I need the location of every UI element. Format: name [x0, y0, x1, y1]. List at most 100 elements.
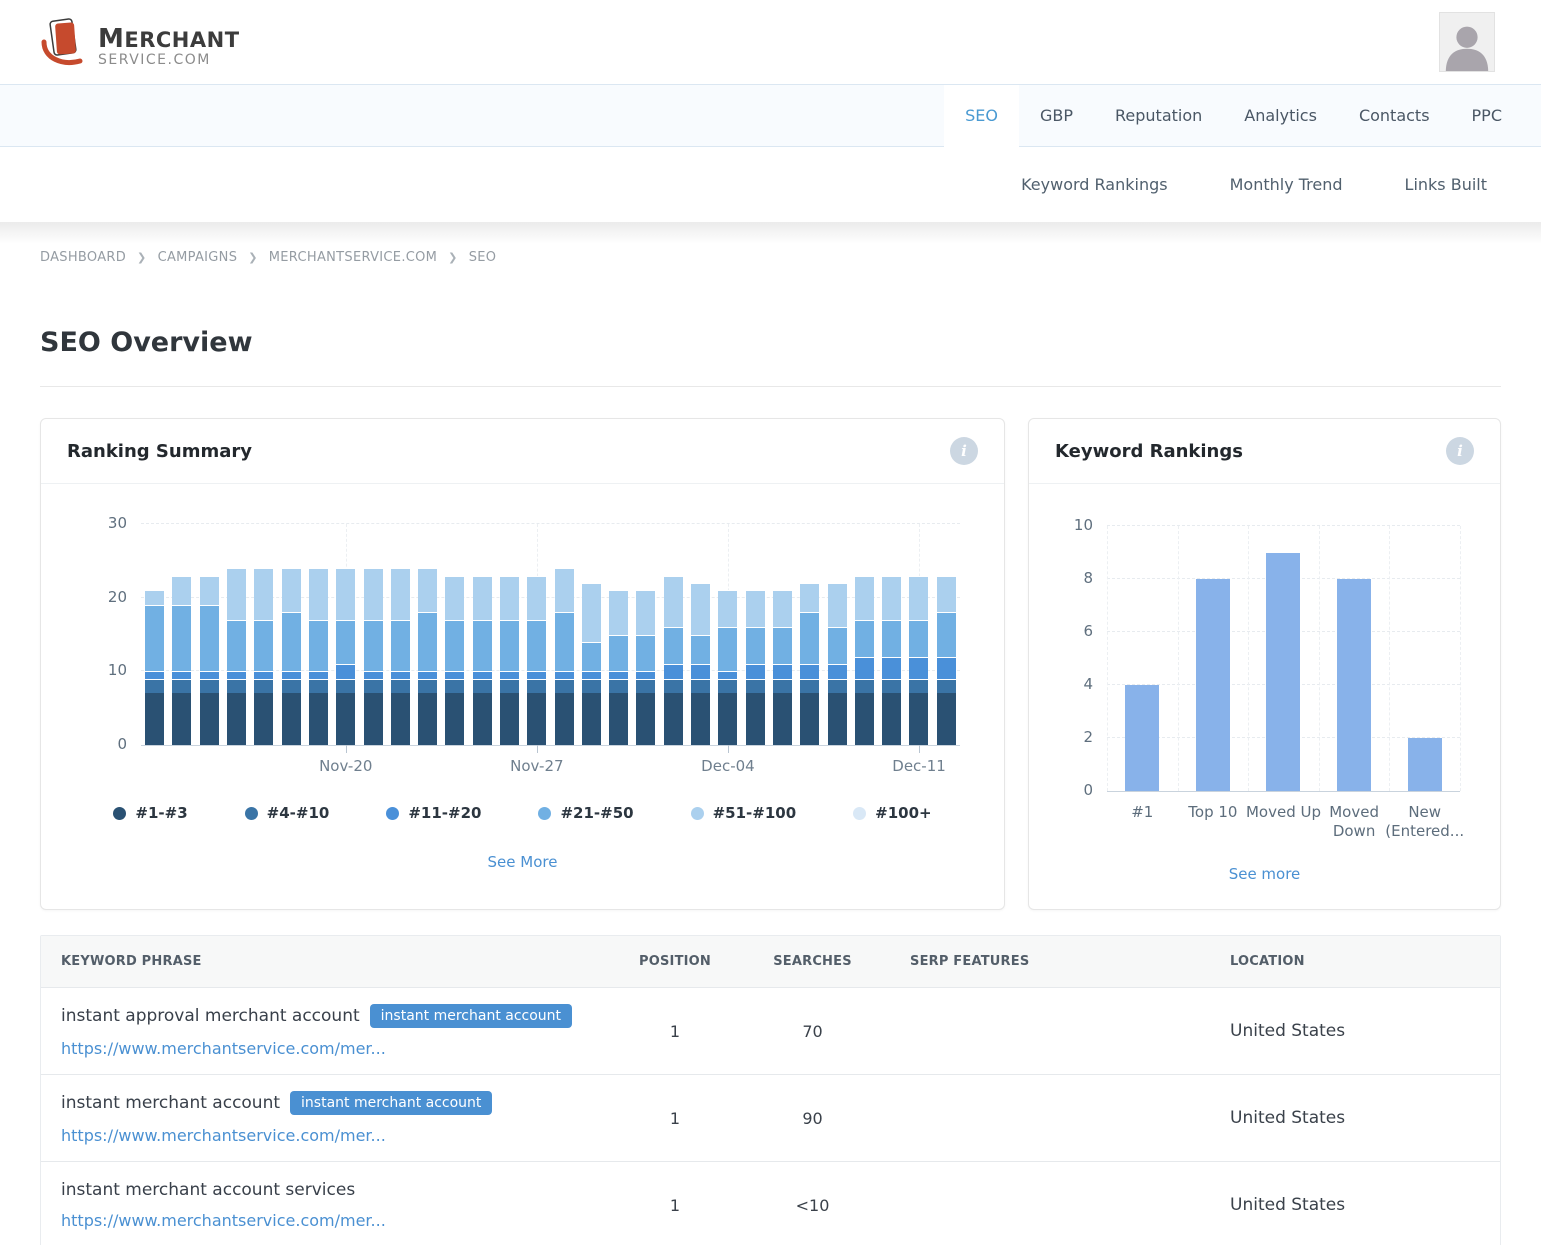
stacked-bar-dec-03[interactable]: [691, 524, 710, 745]
stacked-bar-nov-20[interactable]: [336, 524, 355, 745]
nav-tab-reputation[interactable]: Reputation: [1094, 85, 1223, 146]
ranking-summary-see-more-link[interactable]: See More: [488, 853, 558, 871]
breadcrumb-item-seo[interactable]: SEO: [469, 250, 497, 265]
bar-segment: [254, 620, 273, 672]
stacked-bar-nov-24[interactable]: [445, 524, 464, 745]
bar-segment: [773, 664, 792, 679]
keyword-badge: instant merchant account: [290, 1091, 492, 1115]
bar-segment: [664, 664, 683, 679]
stacked-bar-nov-15[interactable]: [200, 524, 219, 745]
legend-item-4-10[interactable]: #4-#10: [245, 804, 330, 822]
legend-item-51-100[interactable]: #51-#100: [691, 804, 797, 822]
breadcrumb-item-merchantservice-com[interactable]: MERCHANTSERVICE.COM: [269, 250, 437, 265]
bar-segment: [582, 642, 601, 671]
stacked-bar-dec-08[interactable]: [828, 524, 847, 745]
stacked-bar-dec-02[interactable]: [664, 524, 683, 745]
breadcrumb: DASHBOARD❯CAMPAIGNS❯MERCHANTSERVICE.COM❯…: [40, 244, 1501, 265]
stacked-bar-dec-07[interactable]: [800, 524, 819, 745]
bar-segment: [418, 612, 437, 671]
gridline: [1460, 526, 1461, 791]
bar-segment: [445, 693, 464, 745]
keyword-url-link[interactable]: https://www.merchantservice.com/mer...: [61, 1039, 595, 1058]
location-cell: United States: [1190, 1021, 1500, 1041]
bar-new-entered-[interactable]: [1408, 738, 1442, 791]
nav-tab-ppc[interactable]: PPC: [1451, 85, 1523, 146]
user-avatar[interactable]: [1439, 12, 1495, 72]
legend-item-11-20[interactable]: #11-#20: [386, 804, 481, 822]
bar-segment: [718, 693, 737, 745]
stacked-bar-nov-14[interactable]: [172, 524, 191, 745]
keyword-line: instant merchant accountinstant merchant…: [61, 1091, 595, 1115]
stacked-bar-dec-01[interactable]: [636, 524, 655, 745]
stacked-bar-nov-26[interactable]: [500, 524, 519, 745]
bar-segment: [364, 679, 383, 694]
stacked-bar-nov-19[interactable]: [309, 524, 328, 745]
bar-top-10[interactable]: [1196, 579, 1230, 791]
stacked-bar-nov-22[interactable]: [391, 524, 410, 745]
bar-segment: [227, 671, 246, 678]
info-icon[interactable]: i: [950, 437, 978, 465]
subnav-item-links-built[interactable]: Links Built: [1405, 175, 1487, 194]
location-cell: United States: [1190, 1108, 1500, 1128]
legend-dot-icon: [245, 807, 258, 820]
stacked-bar-nov-17[interactable]: [254, 524, 273, 745]
bar-segment: [282, 671, 301, 678]
keyword-url-link[interactable]: https://www.merchantservice.com/mer...: [61, 1126, 595, 1145]
legend-label: #51-#100: [713, 804, 797, 822]
bar-segment: [391, 568, 410, 620]
breadcrumb-separator-icon: ❯: [248, 251, 258, 264]
legend-item-100[interactable]: #100+: [853, 804, 931, 822]
stacked-bar-nov-29[interactable]: [582, 524, 601, 745]
stacked-bar-dec-09[interactable]: [855, 524, 874, 745]
bar-segment: [500, 576, 519, 620]
info-icon[interactable]: i: [1446, 437, 1474, 465]
bar-segment: [773, 627, 792, 664]
stacked-bar-nov-13[interactable]: [145, 524, 164, 745]
stacked-bar-nov-21[interactable]: [364, 524, 383, 745]
nav-tab-seo[interactable]: SEO: [944, 85, 1019, 148]
subnav-item-monthly-trend[interactable]: Monthly Trend: [1230, 175, 1343, 194]
keyword-rankings-see-more-link[interactable]: See more: [1229, 865, 1301, 883]
ranking-summary-legend: #1-#3 #4-#10 #11-#20 #21-#50 #51-#100 #100+: [41, 804, 1004, 822]
stacked-bar-nov-27[interactable]: [527, 524, 546, 745]
stacked-bar-dec-04[interactable]: [718, 524, 737, 745]
stacked-bar-nov-28[interactable]: [555, 524, 574, 745]
position-cell: 1: [615, 1196, 735, 1215]
nav-tab-analytics[interactable]: Analytics: [1223, 85, 1338, 146]
legend-label: #100+: [875, 804, 931, 822]
searches-cell: <10: [735, 1196, 890, 1215]
bar-segment: [445, 620, 464, 672]
bar-segment: [746, 627, 765, 664]
bar-segment: [282, 693, 301, 745]
keyword-url-link[interactable]: https://www.merchantservice.com/mer...: [61, 1211, 595, 1230]
bar-moved-down[interactable]: [1337, 579, 1371, 791]
stacked-bar-nov-23[interactable]: [418, 524, 437, 745]
stacked-bar-dec-10[interactable]: [882, 524, 901, 745]
legend-item-21-50[interactable]: #21-#50: [538, 804, 633, 822]
bar-moved-up[interactable]: [1266, 553, 1300, 792]
nav-tab-gbp[interactable]: GBP: [1019, 85, 1094, 146]
bar-segment: [254, 693, 273, 745]
stacked-bar-dec-12[interactable]: [937, 524, 956, 745]
stacked-bar-dec-11[interactable]: [909, 524, 928, 745]
breadcrumb-item-campaigns[interactable]: CAMPAIGNS: [158, 250, 238, 265]
merchantservice-logo[interactable]: MERCHANT SERVICE.COM: [40, 16, 240, 68]
legend-item-1-3[interactable]: #1-#3: [113, 804, 187, 822]
stacked-bar-nov-30[interactable]: [609, 524, 628, 745]
stacked-bar-nov-16[interactable]: [227, 524, 246, 745]
bar-segment: [336, 620, 355, 664]
nav-tab-contacts[interactable]: Contacts: [1338, 85, 1451, 146]
stacked-bar-nov-18[interactable]: [282, 524, 301, 745]
bar-segment: [500, 679, 519, 694]
bar-segment: [336, 568, 355, 620]
breadcrumb-item-dashboard[interactable]: DASHBOARD: [40, 250, 126, 265]
bar-segment: [172, 693, 191, 745]
bar--1[interactable]: [1125, 685, 1159, 791]
y-axis-label: 30: [83, 514, 127, 532]
stacked-bar-dec-05[interactable]: [746, 524, 765, 745]
stacked-bar-nov-25[interactable]: [473, 524, 492, 745]
stacked-bar-dec-06[interactable]: [773, 524, 792, 745]
subnav-item-keyword-rankings[interactable]: Keyword Rankings: [1021, 175, 1167, 194]
logo-line1: MERCHANT: [98, 24, 240, 54]
bar-segment: [746, 590, 765, 627]
